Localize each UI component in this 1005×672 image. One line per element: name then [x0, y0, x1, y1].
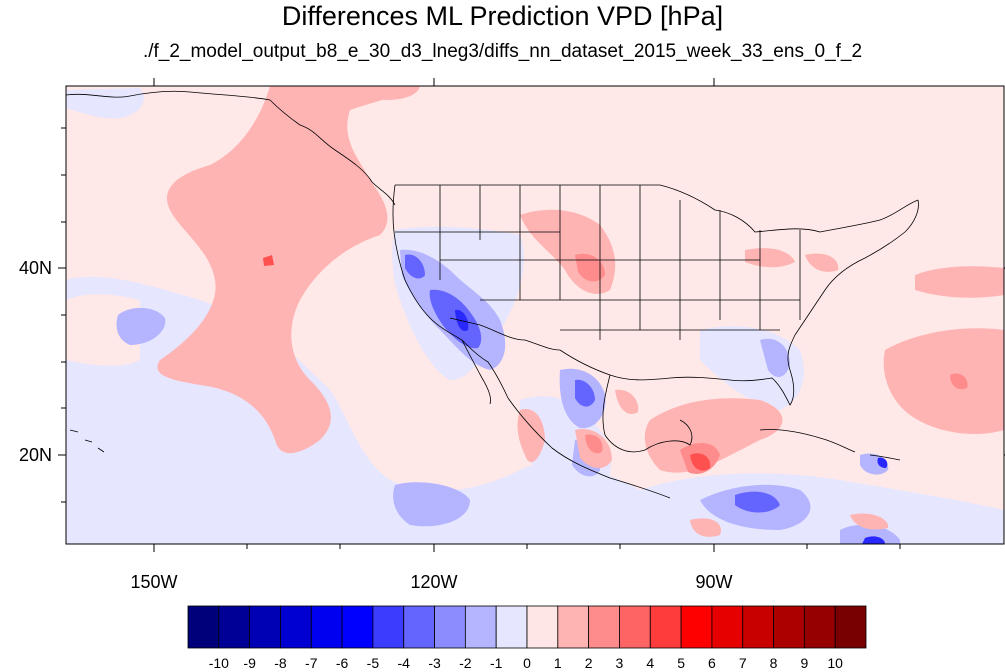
colorbar-swatch — [218, 605, 251, 649]
colorbar-tick-label: -10 — [209, 655, 229, 671]
colorbar-swatch — [773, 605, 805, 649]
map-subtitle: ./f_2_model_output_b8_e_30_d3_lneg3/diff… — [142, 41, 863, 62]
colorbar-tick-label: -1 — [490, 655, 503, 671]
lat-label-20n: 20N — [19, 445, 52, 465]
colorbar-tick-label: -7 — [305, 655, 318, 671]
colorbar-swatch — [403, 605, 435, 649]
colorbar-swatch — [434, 605, 466, 649]
colorbar: -10 -9 -8 -7 -6 -5 -4 -3 -2 -1 0 1 2 3 4 5 6 7 8 9 10 — [187, 605, 867, 671]
colorbar-tick-label: 6 — [708, 655, 716, 671]
colorbar-tick-label: 8 — [770, 655, 778, 671]
colorbar-tick-label: 2 — [585, 655, 593, 671]
colorbar-tick-label: 1 — [554, 655, 562, 671]
colorbar-swatch — [619, 605, 651, 649]
colorbar-tick-label: -3 — [428, 655, 441, 671]
colorbar-swatch — [310, 605, 343, 649]
colorbar-swatch — [464, 605, 497, 649]
colorbar-swatch — [834, 605, 867, 649]
lon-label-120w: 120W — [410, 572, 457, 592]
colorbar-swatch — [557, 605, 590, 649]
colorbar-swatch — [649, 605, 682, 649]
colorbar-tick-label: 3 — [616, 655, 624, 671]
colorbar-swatch — [680, 605, 713, 649]
colorbar-tick-label: -9 — [243, 655, 256, 671]
colorbar-tick-label: -5 — [367, 655, 380, 671]
colorbar-swatch — [526, 605, 559, 649]
colorbar-swatch — [372, 605, 405, 649]
colorbar-swatch — [280, 605, 312, 649]
colorbar-swatch — [341, 605, 374, 649]
coastlines-and-borders — [66, 90, 919, 499]
colorbar-tick-label: 9 — [800, 655, 808, 671]
colorbar-tick-label: 4 — [646, 655, 654, 671]
map-title: Differences ML Prediction VPD [hPa] — [281, 1, 724, 31]
colorbar-tick-label: 0 — [523, 655, 531, 671]
lat-label-40n: 40N — [19, 258, 52, 278]
colorbar-swatch — [187, 605, 220, 649]
colorbar-tick-label: -4 — [398, 655, 411, 671]
axis-ticks — [58, 78, 1005, 552]
colorbar-tick-label: -2 — [459, 655, 472, 671]
colorbar-tick-label: 5 — [677, 655, 685, 671]
colorbar-swatch — [588, 605, 620, 649]
lon-label-150w: 150W — [130, 572, 177, 592]
colorbar-tick-label: 7 — [739, 655, 747, 671]
colorbar-tick-label: 10 — [827, 655, 843, 671]
colorbar-swatch — [495, 605, 528, 649]
difference-field — [66, 86, 1004, 544]
colorbar-tick-label: -8 — [274, 655, 287, 671]
lon-label-90w: 90W — [695, 572, 732, 592]
colorbar-tick-label: -6 — [336, 655, 349, 671]
colorbar-swatch — [803, 605, 836, 649]
colorbar-swatch — [249, 605, 281, 649]
colorbar-swatch — [742, 605, 774, 649]
colorbar-swatch — [711, 605, 744, 649]
